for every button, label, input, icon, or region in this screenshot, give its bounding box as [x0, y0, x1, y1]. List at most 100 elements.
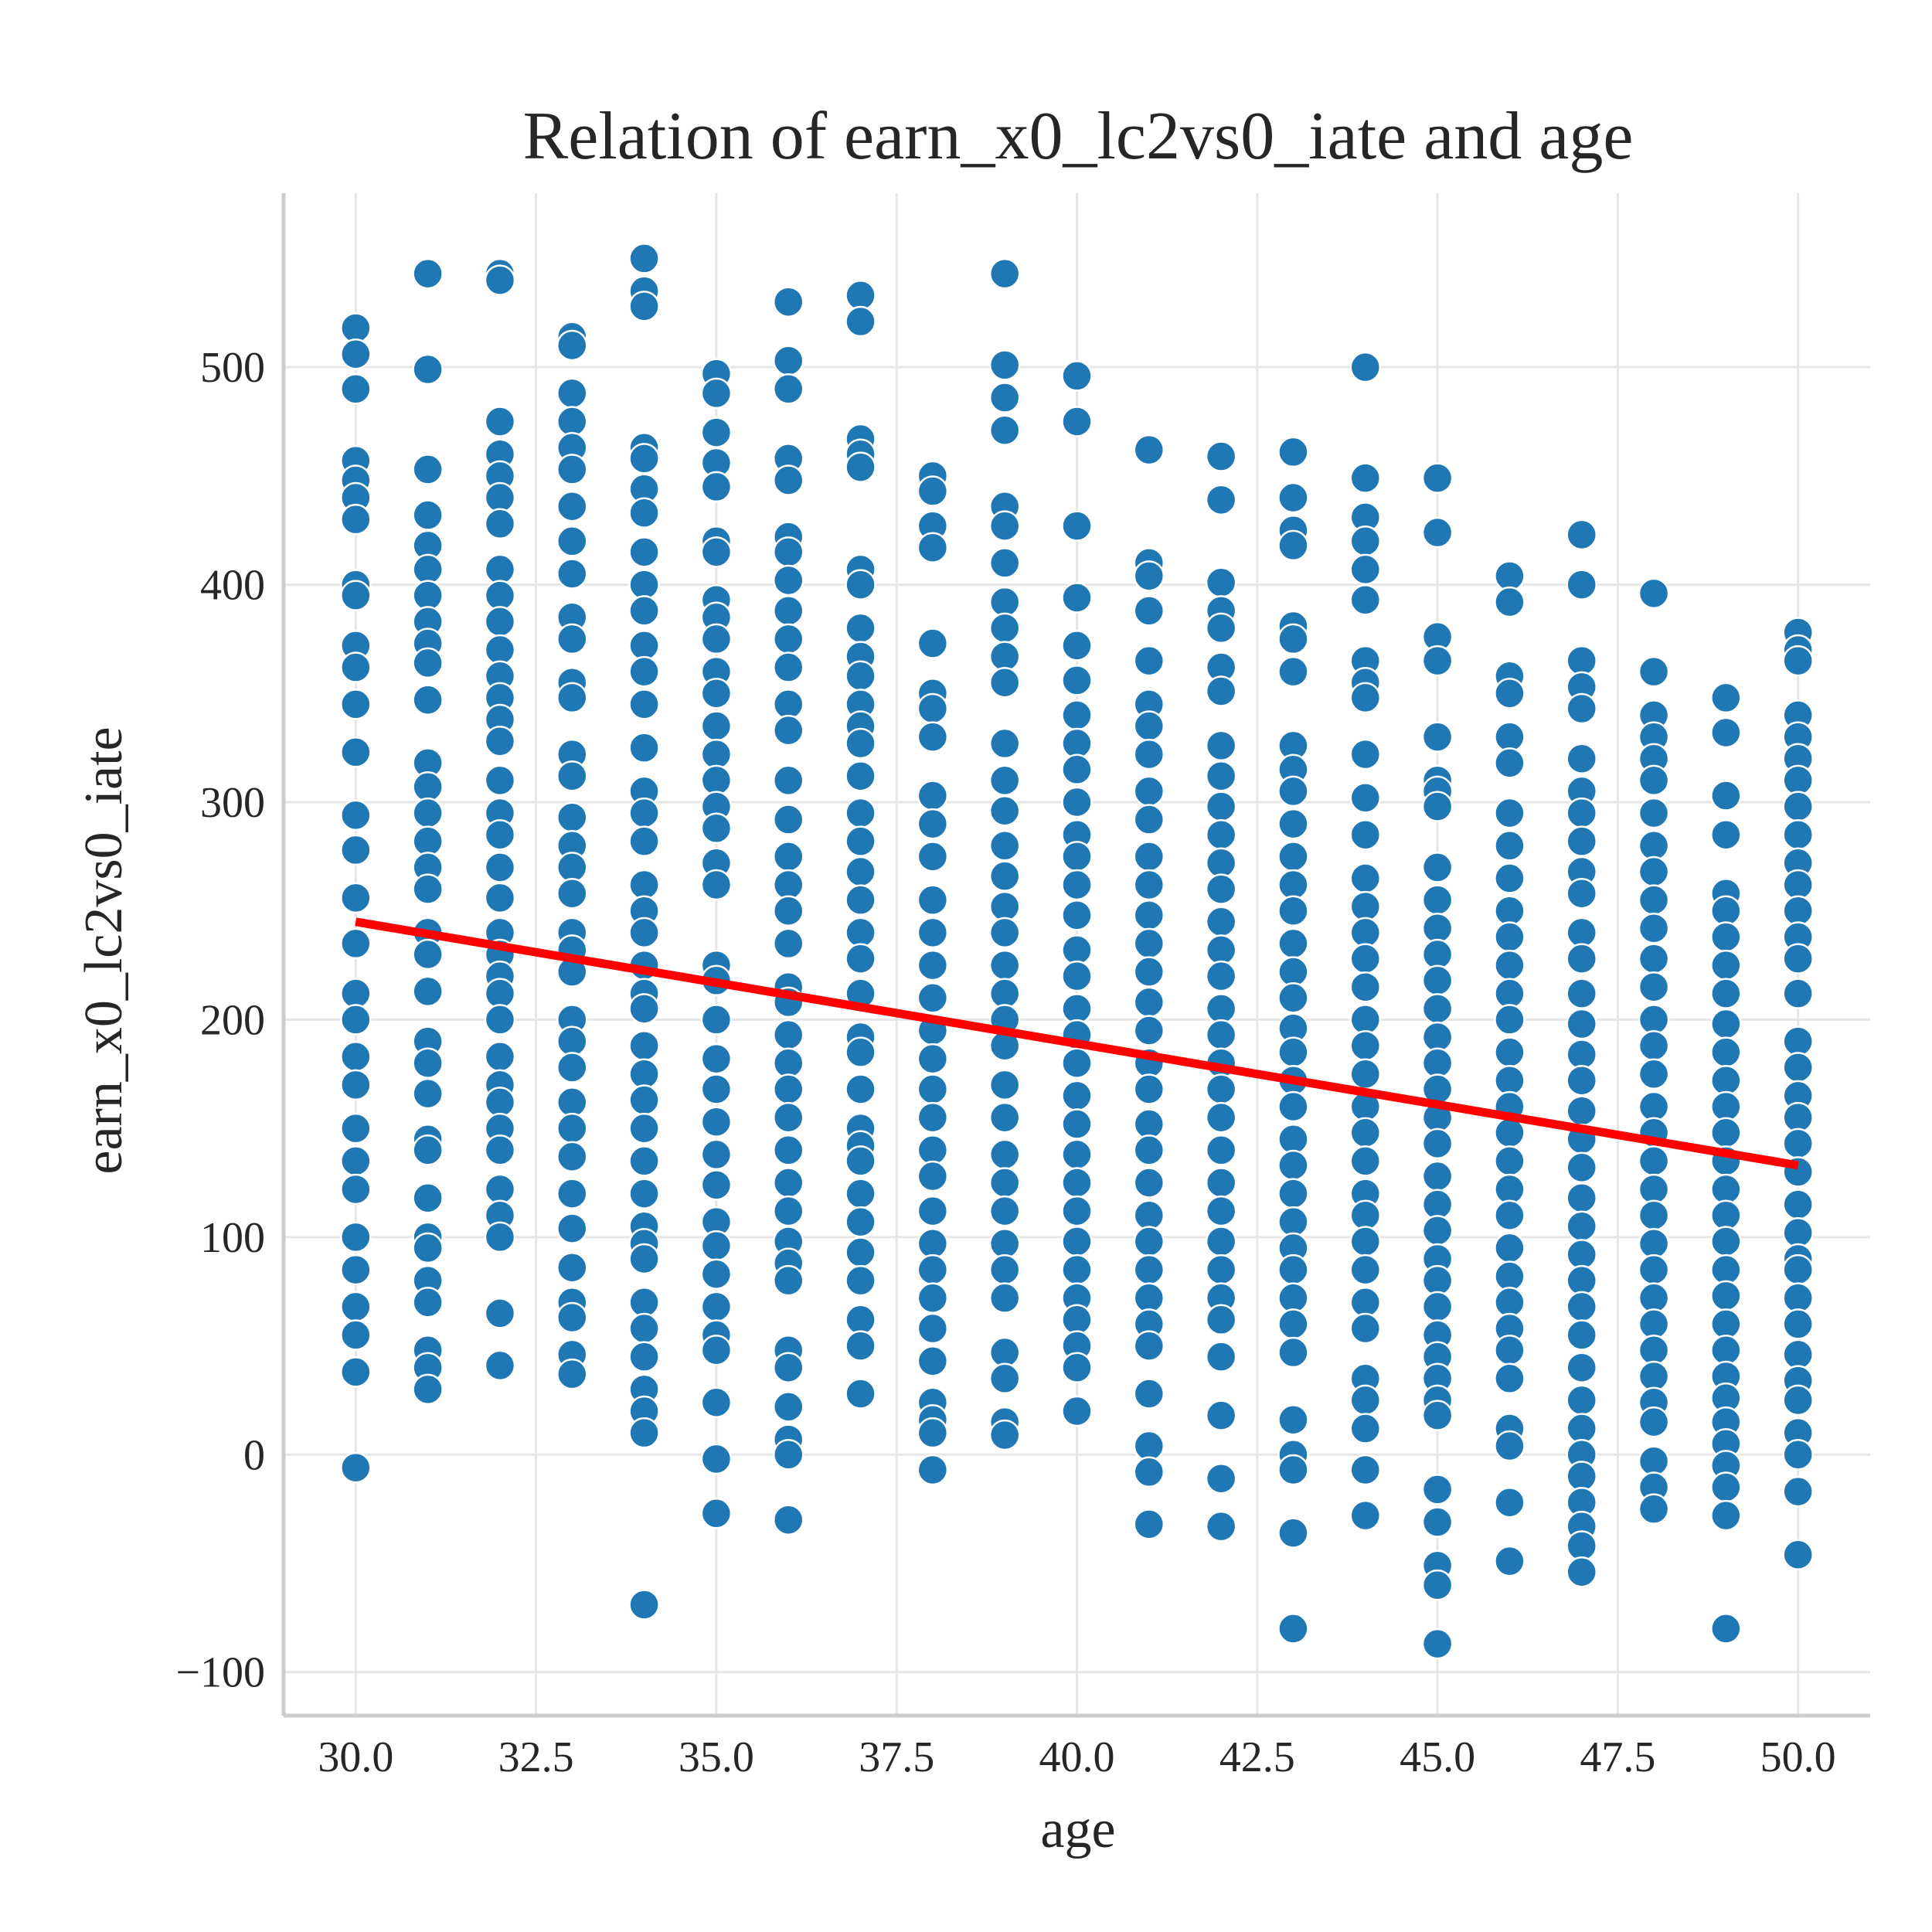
data-point: [1061, 1108, 1093, 1140]
data-point: [1710, 1226, 1742, 1257]
data-point: [484, 606, 516, 638]
data-point: [700, 1138, 733, 1171]
data-point: [917, 808, 949, 840]
data-point: [412, 1182, 444, 1214]
data-point: [1349, 782, 1382, 814]
data-point: [1421, 462, 1454, 494]
data-point: [1133, 804, 1165, 835]
data-point: [1638, 1308, 1670, 1340]
data-point: [1782, 645, 1814, 677]
data-point: [1494, 1545, 1526, 1577]
data-point: [1133, 1456, 1165, 1488]
data-point: [917, 1454, 949, 1486]
data-point: [484, 634, 516, 666]
data-point: [772, 1101, 804, 1134]
data-point: [628, 536, 660, 568]
data-point: [1710, 895, 1742, 927]
data-point: [1494, 560, 1526, 592]
data-point: [1494, 978, 1526, 1009]
data-point: [1133, 900, 1165, 931]
data-point: [556, 1178, 588, 1209]
data-point: [1061, 727, 1093, 760]
data-point: [988, 257, 1021, 290]
data-point: [845, 1378, 876, 1410]
data-point: [1349, 917, 1382, 949]
data-point: [556, 329, 588, 362]
data-point: [1133, 1378, 1165, 1410]
data-point: [988, 1101, 1021, 1134]
data-point: [1710, 682, 1742, 714]
data-point: [700, 417, 733, 448]
data-point: [484, 580, 516, 611]
data-point: [1349, 818, 1382, 851]
data-point: [1205, 675, 1237, 707]
data-point: [1638, 1253, 1670, 1286]
data-point: [340, 1173, 372, 1206]
data-point: [1566, 1291, 1597, 1323]
data-point: [1566, 1556, 1597, 1588]
data-point: [1782, 1216, 1814, 1249]
data-point: [772, 286, 804, 318]
data-point: [1566, 1008, 1597, 1040]
data-point: [772, 869, 804, 901]
data-point: [1133, 1430, 1165, 1462]
data-point: [1421, 1291, 1454, 1323]
data-point: [556, 852, 588, 883]
data-point: [412, 1287, 444, 1318]
data-point: [1638, 943, 1670, 975]
data-point: [1349, 1117, 1382, 1149]
data-point: [556, 558, 588, 590]
data-point: [340, 1041, 372, 1073]
data-point: [1133, 1134, 1165, 1166]
data-point: [1494, 895, 1526, 927]
data-point: [1566, 1182, 1597, 1214]
y-tick-label: 400: [200, 562, 265, 610]
data-point: [772, 804, 804, 835]
data-point: [988, 1069, 1021, 1101]
data-point: [988, 641, 1021, 672]
data-point: [1421, 791, 1454, 822]
data-point: [1205, 760, 1237, 792]
x-tick-label: 50.0: [1760, 1733, 1836, 1781]
data-point: [1494, 747, 1526, 779]
data-point: [700, 1073, 733, 1105]
data-point: [1133, 1226, 1165, 1257]
data-point: [1494, 1199, 1526, 1231]
data-point: [700, 710, 733, 742]
data-point: [628, 1145, 660, 1177]
data-point: [1061, 934, 1093, 966]
data-point: [1710, 818, 1742, 851]
data-point: [1566, 1039, 1597, 1070]
data-point: [628, 1243, 660, 1275]
data-point: [845, 884, 876, 916]
data-point: [340, 312, 372, 344]
data-point: [1205, 1101, 1237, 1134]
data-point: [1566, 743, 1597, 774]
data-point: [1277, 1404, 1309, 1436]
data-point: [917, 1101, 949, 1134]
data-point: [1061, 1352, 1093, 1383]
data-point: [1566, 1461, 1597, 1492]
data-point: [845, 612, 876, 645]
data-point: [1782, 1308, 1814, 1340]
data-point: [988, 1419, 1021, 1451]
data-point: [917, 1043, 949, 1075]
x-tick-label: 45.0: [1400, 1733, 1475, 1781]
data-point: [412, 1373, 444, 1406]
data-point: [845, 305, 876, 338]
data-point: [412, 797, 444, 829]
data-point: [1349, 1384, 1382, 1417]
data-point: [1277, 808, 1309, 840]
data-point: [412, 873, 444, 905]
data-point: [412, 1047, 444, 1079]
data-point: [1277, 1178, 1309, 1209]
data-point: [1638, 1406, 1670, 1438]
y-tick-label: 100: [200, 1214, 265, 1262]
data-point: [1421, 1215, 1454, 1247]
data-point: [1349, 1287, 1382, 1318]
data-point: [556, 1112, 588, 1145]
data-point: [1133, 841, 1165, 872]
data-point: [772, 1391, 804, 1423]
data-point: [1638, 1004, 1670, 1036]
